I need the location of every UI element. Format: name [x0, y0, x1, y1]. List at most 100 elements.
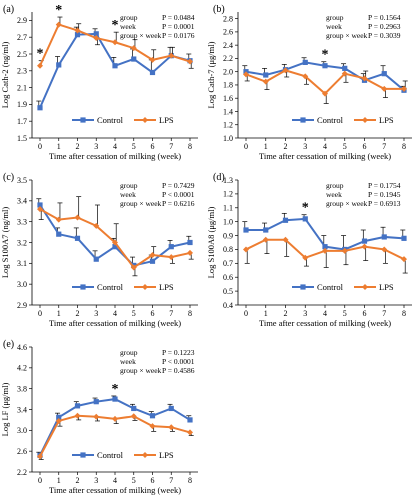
stat-p-value: P = 0.4586 — [162, 366, 195, 375]
x-tick-label: 8 — [402, 309, 406, 318]
data-point-lps — [381, 85, 388, 92]
y-tick-label: 3.4 — [17, 405, 27, 414]
stat-term: group × week — [326, 199, 368, 208]
stat-p-value: P = 0.2963 — [368, 22, 401, 31]
data-point-control — [37, 202, 43, 208]
y-tick-label: 1.0 — [223, 217, 233, 226]
stat-term: group — [120, 348, 138, 357]
data-point-control — [342, 65, 348, 71]
data-point-control — [56, 414, 62, 420]
x-tick-label: 1 — [264, 142, 268, 151]
y-tick-label: 2.2 — [17, 468, 27, 477]
stat-p-value: P = 0.1564 — [368, 13, 401, 22]
y-tick-label: 2.9 — [17, 16, 27, 25]
data-point-lps — [168, 52, 175, 59]
legend-marker-lps — [142, 117, 148, 123]
data-point-control — [187, 417, 193, 423]
data-point-lps — [322, 90, 328, 97]
data-point-control — [93, 256, 99, 262]
y-tick-label: 2.2 — [223, 54, 233, 63]
panel-label: (d) — [213, 172, 225, 183]
data-point-lps — [37, 206, 43, 213]
panel-label: (c) — [3, 172, 14, 183]
data-point-control — [131, 405, 137, 412]
x-tick-label: 2 — [284, 142, 288, 151]
data-point-lps — [401, 256, 407, 263]
y-tick-label: 3.0 — [17, 426, 27, 435]
significance-star: * — [322, 48, 329, 63]
y-tick-label: 2.7 — [17, 33, 27, 42]
chart-panel-2: 1.0 1.2 1.4 1.6 1.8 2.0 2.2 2.4 2.6 2.8 0 1 2 3 4 5 6 7 8 T… — [206, 4, 412, 161]
stat-term: week — [120, 357, 136, 366]
stat-term: group × week — [326, 31, 368, 40]
stat-p-value: P = 0.6913 — [368, 199, 401, 208]
x-tick-label: 6 — [151, 476, 155, 485]
y-tick-label: 3.4 — [17, 197, 27, 206]
y-tick-label: 0.8 — [223, 245, 233, 254]
chart-panel-5: 2.2 2.6 3.0 3.4 3.8 4.2 4.6 0 1 2 3 4 5 6 7 8 Time after… — [0, 339, 198, 495]
data-point-lps — [187, 249, 193, 256]
y-tick-label: 2.3 — [17, 67, 27, 76]
y-tick-label: 2.4 — [223, 41, 233, 50]
y-tick-label: 2.5 — [17, 50, 27, 59]
data-point-control — [74, 403, 81, 409]
legend-label-control: Control — [97, 115, 124, 125]
x-tick-label: 1 — [57, 142, 61, 151]
y-tick-label: 1.3 — [223, 176, 233, 185]
data-point-control — [112, 244, 118, 250]
y-tick-label: 1.5 — [17, 134, 27, 143]
x-tick-label: 0 — [244, 309, 248, 318]
legend-marker-control — [300, 117, 306, 123]
legend-label-lps: LPS — [159, 282, 174, 292]
y-axis-title: Log Cath-7 (μg/ml) — [206, 41, 216, 108]
stat-p-value: P = 0.1754 — [368, 181, 401, 190]
x-tick-label: 4 — [113, 476, 117, 485]
x-tick-label: 8 — [188, 476, 192, 485]
x-tick-label: 2 — [76, 142, 80, 151]
x-tick-label: 4 — [323, 309, 327, 318]
data-point-control — [322, 244, 328, 250]
data-point-control — [74, 32, 81, 38]
x-axis-title: Time after cessation of milking (week) — [49, 318, 181, 328]
x-tick-label: 5 — [132, 309, 136, 318]
significance-star: * — [37, 47, 44, 62]
data-point-lps — [74, 214, 81, 221]
stat-p-value: P < 0.0001 — [162, 357, 195, 366]
data-point-control — [149, 413, 156, 419]
stat-term: group — [120, 181, 138, 190]
series-lps — [37, 16, 194, 69]
data-point-control — [56, 231, 62, 237]
y-axis-title: Log S100A8 (μg/ml) — [206, 207, 216, 279]
data-point-lps — [322, 247, 328, 254]
stat-p-value: P = 0.0484 — [162, 13, 195, 22]
x-tick-label: 8 — [402, 142, 406, 151]
data-point-control — [282, 217, 289, 223]
x-tick-label: 8 — [188, 142, 192, 151]
data-point-lps — [130, 413, 137, 420]
y-tick-label: 3.3 — [17, 217, 27, 226]
x-axis-title: Time after cessation of milking (week) — [49, 151, 181, 161]
panel-label: (e) — [3, 339, 14, 350]
data-point-control — [168, 405, 174, 412]
y-tick-label: 1.9 — [17, 100, 27, 109]
x-tick-label: 5 — [343, 142, 347, 151]
y-tick-label: 2.8 — [223, 14, 233, 23]
y-axis-title: Log S100A7 (ng/ml) — [0, 207, 10, 278]
x-tick-label: 3 — [303, 309, 307, 318]
x-tick-label: 7 — [169, 142, 173, 151]
stat-term: group — [120, 13, 138, 22]
stat-term: week — [326, 22, 342, 31]
data-point-lps — [262, 78, 269, 85]
stat-p-value: P = 0.0176 — [162, 31, 195, 40]
data-point-control — [112, 396, 118, 402]
panel-label: (b) — [213, 4, 225, 15]
chart-panel-4: 0.4 0.5 0.6 0.7 0.8 0.9 1.0 1.1 1.2 1.3 0 1 2 3 4 5 6 7 8 T… — [206, 172, 412, 328]
x-tick-label: 0 — [38, 476, 42, 485]
x-tick-label: 7 — [169, 476, 173, 485]
x-tick-label: 3 — [94, 309, 98, 318]
y-tick-label: 3.5 — [17, 176, 27, 185]
data-point-control — [322, 63, 328, 69]
legend-marker-lps — [362, 284, 368, 290]
significance-star: * — [112, 18, 119, 33]
data-point-lps — [74, 412, 81, 419]
